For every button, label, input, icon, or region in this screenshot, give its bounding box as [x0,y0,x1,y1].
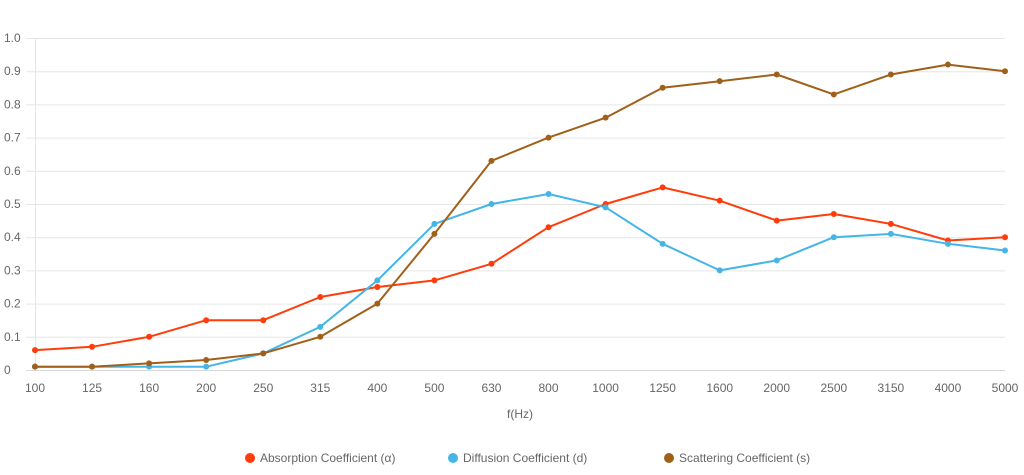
series-line [34,186,1006,352]
x-tick-label: 1600 [706,381,733,395]
series-0 [32,184,1008,354]
series-2 [32,61,1008,370]
x-tick-label: 2000 [763,381,790,395]
x-axis-ticks: 100 125 160 200 250 315 400 500 630 800 1000 1250 16… [25,381,1019,395]
x-tick-label: 630 [481,381,501,395]
series-line [35,193,1006,368]
y-tick-label: 0.9 [4,64,21,78]
data-point [431,230,438,237]
data-point [545,224,552,231]
x-tick-label: 400 [367,381,387,395]
x-tick-label: 4000 [935,381,962,395]
x-tick-label: 315 [310,381,330,395]
data-point [830,210,837,217]
data-point [488,260,495,267]
y-tick-label: 0.7 [4,131,21,145]
y-tick-label: 0 [4,363,11,377]
data-point [203,317,210,324]
data-point [1002,68,1008,75]
x-tick-label: 2500 [820,381,847,395]
data-point [488,201,495,207]
y-tick-label: 0.1 [4,330,21,344]
data-point [32,347,38,354]
data-point [659,184,666,191]
y-axis-ticks: 0 0.1 0.2 0.3 0.4 0.5 0.6 0.7 0.8 0.9 1.0 [4,31,21,377]
data-point [431,277,438,284]
series-line [35,63,1006,368]
legend-marker [448,453,458,463]
data-point [716,78,723,85]
series-layer [32,61,1008,370]
y-tick-label: 0.3 [4,263,21,277]
x-tick-label: 1000 [592,381,619,395]
y-tick-label: 0.4 [4,230,21,244]
x-axis-title: f(Hz) [507,407,533,421]
data-point [545,134,552,141]
legend-item-0: Absorption Coefficient (α) [245,451,395,465]
data-point [317,293,324,300]
data-point [944,61,951,68]
data-point [887,220,894,227]
data-point [431,220,438,227]
data-point [146,360,153,367]
legend-marker [245,453,255,463]
x-tick-label: 200 [196,381,216,395]
data-point [488,157,495,164]
data-point [317,323,324,330]
data-point [944,240,951,247]
x-tick-label: 5000 [992,381,1019,395]
data-point [830,234,837,241]
data-point [887,71,894,78]
x-tick-label: 1250 [649,381,676,395]
data-point [602,114,609,121]
gridlines [26,38,1005,371]
x-tick-label: 500 [424,381,444,395]
data-point [773,257,780,264]
data-point [89,343,96,350]
x-tick-label: 250 [253,381,273,395]
legend-label: Absorption Coefficient (α) [260,451,395,465]
data-point [260,350,267,357]
data-point [317,333,324,340]
y-tick-label: 0.6 [4,164,21,178]
data-point [374,277,381,284]
legend-label: Diffusion Coefficient (d) [463,451,587,465]
y-tick-label: 1.0 [4,31,21,45]
data-point [602,204,609,211]
legend: Absorption Coefficient (α) Diffusion Coef… [245,451,810,465]
data-point [659,240,666,247]
data-point [260,317,267,324]
legend-item-1: Diffusion Coefficient (d) [448,451,587,465]
data-point [374,284,381,290]
x-tick-label: 160 [139,381,159,395]
legend-marker [664,453,674,463]
data-point [545,191,552,198]
data-point [89,363,96,370]
data-point [146,333,153,340]
x-tick-label: 800 [539,381,559,395]
data-point [830,91,837,98]
data-point [773,71,780,78]
y-tick-label: 0.5 [4,197,21,211]
data-point [659,84,666,91]
data-point [716,197,723,204]
x-tick-label: 100 [25,381,45,395]
data-point [203,363,210,370]
data-point [887,230,894,237]
x-tick-label: 3150 [878,381,905,395]
data-point [1002,247,1008,254]
y-tick-label: 0.2 [4,297,21,311]
legend-item-2: Scattering Coefficient (s) [664,451,810,465]
data-point [32,363,38,370]
data-point [716,267,723,274]
data-point [203,357,210,364]
data-point [1002,234,1008,241]
y-tick-label: 0.8 [4,97,21,111]
legend-label: Scattering Coefficient (s) [679,451,810,465]
data-point [374,300,381,307]
x-tick-label: 125 [82,381,102,395]
data-point [773,217,780,224]
